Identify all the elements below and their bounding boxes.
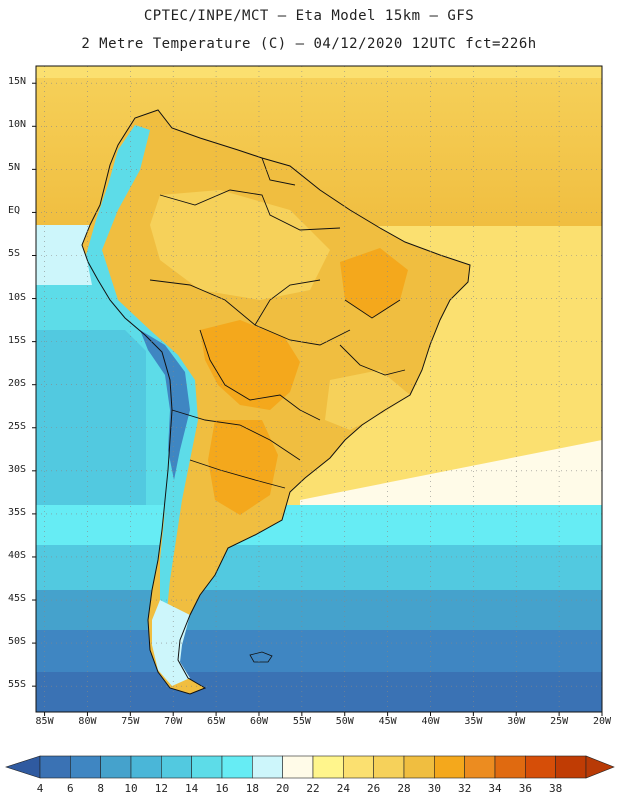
ocean-deep-blue-band [36, 672, 602, 712]
colorbar-swatch [70, 755, 101, 779]
andes-core-strip [140, 330, 190, 480]
colorbar-label: 10 [124, 782, 138, 795]
longitude-label: 60W [249, 716, 268, 727]
colorbar-label: 12 [154, 782, 168, 795]
latitude-label: 5N [8, 162, 21, 174]
ocean-pacific-band-2 [36, 330, 146, 510]
amazon-zone [150, 190, 330, 300]
latitude-label: 20S [8, 377, 27, 389]
colorbar-label: 8 [97, 782, 104, 795]
latitude-label: 40S [8, 549, 27, 561]
longitude-label: 65W [207, 716, 226, 727]
latitude-label: EQ [8, 205, 21, 217]
colorbar-label: 38 [549, 782, 563, 795]
colorbar-swatch [252, 755, 283, 779]
colorbar-swatch [221, 755, 253, 779]
colorbar-right-arrow [585, 755, 615, 779]
colorbar [5, 755, 615, 779]
latitude-label: 10S [8, 291, 27, 303]
colorbar-swatch [555, 755, 587, 779]
longitude-label: 75W [121, 716, 140, 727]
colorbar-label: 26 [367, 782, 381, 795]
colorbar-label: 4 [36, 782, 44, 795]
colorbar-label: 28 [397, 782, 411, 795]
latitude-label: 35S [8, 506, 27, 518]
longitude-label: 70W [164, 716, 183, 727]
colorbar-swatch [494, 755, 526, 779]
longitude-label: 30W [507, 716, 526, 727]
colorbar-swatch [464, 755, 496, 779]
map-field [36, 66, 602, 712]
colorbar-left-arrow [5, 755, 41, 779]
latitude-label: 5S [8, 248, 21, 260]
longitude-label: 85W [35, 716, 54, 727]
latitude-label: 55S [8, 679, 27, 691]
ocean-cyan-band-2 [36, 545, 602, 595]
latitude-label: 15N [8, 76, 27, 88]
colorbar-label: 18 [245, 782, 259, 795]
colorbar-label: 20 [276, 782, 290, 795]
map-frame [35, 65, 603, 713]
central-hot-zone [200, 320, 300, 410]
longitude-label: 80W [78, 716, 97, 727]
latitude-label: 45S [8, 593, 27, 605]
axis-ticks [32, 82, 603, 716]
latitude-label: 50S [8, 636, 27, 648]
latitude-label: 15S [8, 334, 27, 346]
country-borders [81, 109, 471, 695]
colorbar-label: 16 [215, 782, 229, 795]
colorbar-swatch [373, 755, 405, 779]
colorbar-label: 6 [67, 782, 74, 795]
chaco-warm-zone [208, 420, 278, 515]
colorbar-label: 24 [336, 782, 350, 795]
latitude-label: 10N [8, 119, 27, 131]
longitude-label: 35W [464, 716, 483, 727]
map-title-line1: CPTEC/INPE/MCT — Eta Model 15km — GFS [143, 8, 475, 24]
longitude-label: 25W [550, 716, 569, 727]
colorbar-swatch [343, 755, 374, 779]
latitude-label: 30S [8, 463, 27, 475]
colorbar-label: 14 [185, 782, 199, 795]
longitude-label: 45W [378, 716, 397, 727]
map-title-line2: 2 Metre Temperature (C) — 04/12/2020 12U… [81, 36, 537, 52]
colorbar-label: 36 [518, 782, 532, 795]
northeast-warm-zone [340, 248, 408, 318]
colorbar-label: 30 [427, 782, 441, 795]
colorbar-swatch [191, 755, 223, 779]
longitude-label: 50W [335, 716, 354, 727]
andes-cold-strip [86, 125, 198, 620]
colorbar-swatch [130, 755, 162, 779]
longitude-label: 55W [292, 716, 311, 727]
colorbar-swatch [525, 755, 556, 779]
longitude-label: 20W [592, 716, 612, 727]
falkland-islands [249, 651, 273, 663]
colorbar-swatch [39, 755, 71, 779]
colorbar-label: 34 [488, 782, 502, 795]
colorbar-label: 22 [306, 782, 320, 795]
colorbar-swatch [100, 755, 132, 779]
colorbar-swatch [434, 755, 465, 779]
colorbar-swatch [403, 755, 435, 779]
colorbar-swatch [161, 755, 192, 779]
colorbar-swatch [282, 755, 314, 779]
colorbar-swatch [312, 755, 344, 779]
latitude-label: 25S [8, 420, 27, 432]
southeast-coast-zone [325, 370, 410, 430]
longitude-label: 40W [421, 716, 440, 727]
ocean-top-strip [36, 66, 602, 78]
colorbar-label: 32 [458, 782, 472, 795]
